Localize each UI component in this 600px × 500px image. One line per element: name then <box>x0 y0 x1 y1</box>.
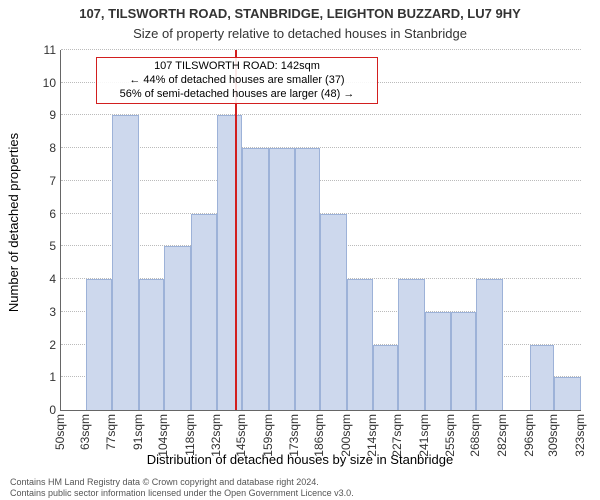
y-tick-label: 11 <box>26 43 56 57</box>
x-tick-label: 132sqm <box>209 414 223 457</box>
footer-text: Contains HM Land Registry data © Crown c… <box>10 477 354 498</box>
annotation-line2: ← 44% of detached houses are smaller (37… <box>103 74 371 88</box>
histogram-bar <box>112 115 139 410</box>
y-tick-label: 9 <box>26 108 56 122</box>
x-tick-label: 309sqm <box>546 414 560 457</box>
x-tick-label: 255sqm <box>443 414 457 457</box>
x-tick-label: 227sqm <box>390 414 404 457</box>
x-tick-label: 186sqm <box>312 414 326 457</box>
y-tick-label: 4 <box>26 272 56 286</box>
x-tick-label: 63sqm <box>78 414 92 450</box>
y-tick-label: 2 <box>26 338 56 352</box>
footer-line2: Contains public sector information licen… <box>10 488 354 498</box>
x-tick-label: 118sqm <box>183 414 197 456</box>
histogram-bar <box>295 148 320 410</box>
histogram-bar <box>373 345 398 410</box>
histogram-bar <box>425 312 452 410</box>
y-tick-label: 10 <box>26 76 56 90</box>
y-axis-label: Number of detached properties <box>6 43 21 222</box>
y-tick-label: 5 <box>26 239 56 253</box>
annotation-line3: 56% of semi-detached houses are larger (… <box>103 88 371 102</box>
y-tick-label: 7 <box>26 174 56 188</box>
x-tick-label: 214sqm <box>365 414 379 457</box>
annotation-line1: 107 TILSWORTH ROAD: 142sqm <box>103 60 371 74</box>
x-tick-label: 296sqm <box>522 414 536 457</box>
x-tick-label: 91sqm <box>131 414 145 450</box>
histogram-bar <box>476 279 503 410</box>
x-tick-label: 200sqm <box>339 414 353 457</box>
histogram-bar <box>451 312 476 410</box>
histogram-bar <box>191 214 218 410</box>
y-tick-label: 1 <box>26 370 56 384</box>
histogram-bar <box>217 115 242 410</box>
x-tick-label: 241sqm <box>417 414 431 457</box>
histogram-bar <box>347 279 374 410</box>
x-tick-label: 104sqm <box>156 414 170 457</box>
histogram-bar <box>164 246 191 410</box>
footer-line1: Contains HM Land Registry data © Crown c… <box>10 477 354 487</box>
x-tick-label: 50sqm <box>53 414 67 450</box>
histogram-bar <box>242 148 269 410</box>
y-tick-label: 6 <box>26 207 56 221</box>
x-tick-label: 159sqm <box>261 414 275 457</box>
chart-title-line2: Size of property relative to detached ho… <box>0 26 600 41</box>
x-tick-label: 145sqm <box>234 414 248 457</box>
histogram-bar <box>139 279 164 410</box>
histogram-bar <box>530 345 555 410</box>
grid-line <box>61 49 581 50</box>
x-tick-label: 268sqm <box>468 414 482 457</box>
x-tick-label: 282sqm <box>495 414 509 457</box>
y-tick-label: 8 <box>26 141 56 155</box>
x-tick-label: 173sqm <box>287 414 301 457</box>
histogram-bar <box>554 377 581 410</box>
histogram-bar <box>320 214 347 410</box>
chart-title-line1: 107, TILSWORTH ROAD, STANBRIDGE, LEIGHTO… <box>0 6 600 21</box>
y-tick-label: 0 <box>26 403 56 417</box>
histogram-bar <box>398 279 425 410</box>
histogram-bar <box>269 148 296 410</box>
annotation-box: 107 TILSWORTH ROAD: 142sqm ← 44% of deta… <box>96 57 378 104</box>
x-tick-label: 77sqm <box>104 414 118 450</box>
x-tick-label: 323sqm <box>573 414 587 457</box>
histogram-bar <box>86 279 113 410</box>
y-tick-label: 3 <box>26 305 56 319</box>
